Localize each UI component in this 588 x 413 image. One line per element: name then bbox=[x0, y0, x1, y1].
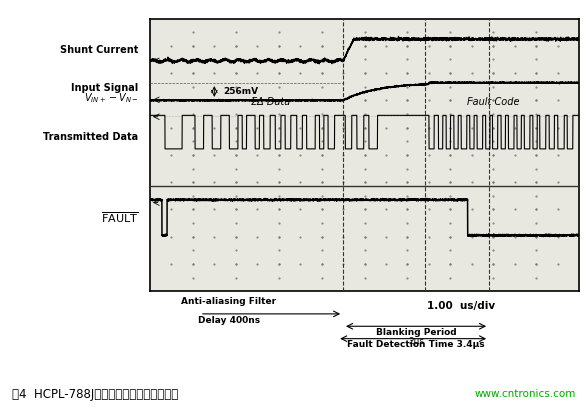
Text: Input Signal: Input Signal bbox=[71, 83, 138, 93]
Text: 2μs: 2μs bbox=[408, 337, 424, 346]
Text: Fault Detection Time 3.4μs: Fault Detection Time 3.4μs bbox=[348, 340, 485, 349]
Text: $V_{IN+} - V_{N-}$: $V_{IN+} - V_{N-}$ bbox=[83, 91, 138, 104]
Text: Fault Code: Fault Code bbox=[467, 97, 520, 107]
Text: Shunt Current: Shunt Current bbox=[60, 45, 138, 55]
Text: 256mV: 256mV bbox=[223, 87, 258, 96]
Text: 1.00  us/div: 1.00 us/div bbox=[427, 301, 495, 311]
Text: $\overline{\rm FAULT}$: $\overline{\rm FAULT}$ bbox=[101, 210, 138, 225]
Text: 图4  HCPL-788J隔离放大器错误检测时间图: 图4 HCPL-788J隔离放大器错误检测时间图 bbox=[12, 388, 178, 401]
Text: www.cntronics.com: www.cntronics.com bbox=[475, 389, 576, 399]
Text: Transmitted Data: Transmitted Data bbox=[43, 132, 138, 142]
Text: Delay 400ns: Delay 400ns bbox=[198, 316, 260, 325]
Text: Blanking Period: Blanking Period bbox=[376, 328, 456, 337]
Text: ΣΔ Data: ΣΔ Data bbox=[250, 97, 290, 107]
Text: Anti-aliasing Filter: Anti-aliasing Filter bbox=[181, 297, 276, 306]
